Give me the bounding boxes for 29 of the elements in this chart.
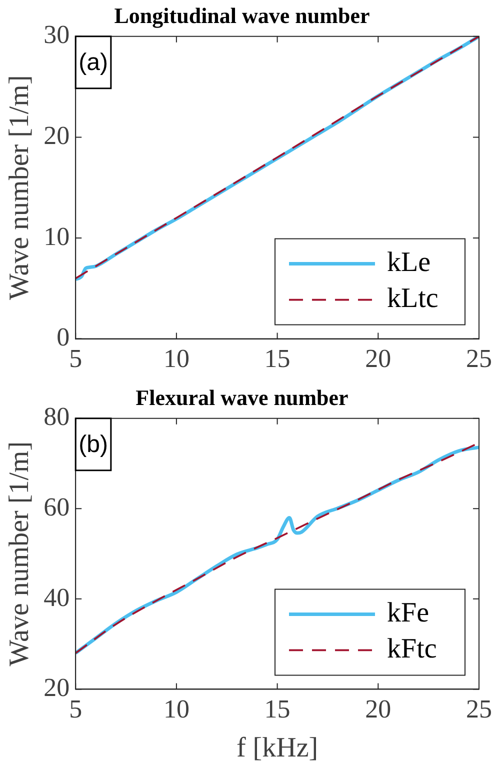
chart-title: Longitudinal wave number bbox=[114, 2, 370, 28]
y-tick-label: 40 bbox=[44, 582, 70, 612]
y-tick-label: 20 bbox=[44, 673, 70, 702]
y-axis-title: Wave number [1/m] bbox=[4, 441, 36, 666]
legend-label: kFe bbox=[387, 598, 429, 629]
x-tick-label: 25 bbox=[466, 694, 492, 724]
annotation: (b) bbox=[78, 431, 108, 458]
y-tick-label: 60 bbox=[44, 492, 70, 522]
chart-title: Flexural wave number bbox=[136, 384, 349, 410]
x-tick-label: 5 bbox=[69, 344, 82, 374]
x-tick-label: 15 bbox=[264, 344, 290, 374]
x-tick-label: 10 bbox=[163, 694, 190, 724]
annotation: (a) bbox=[78, 49, 108, 76]
x-axis-title: f [kHz] bbox=[236, 732, 318, 764]
legend-label: kLe bbox=[387, 247, 431, 278]
y-tick-label: 80 bbox=[44, 402, 70, 432]
x-tick-label: 20 bbox=[365, 344, 392, 374]
x-tick-label: 5 bbox=[69, 694, 82, 724]
legend-label: kLtc bbox=[387, 283, 438, 314]
y-axis-title: Wave number [1/m] bbox=[4, 75, 36, 300]
legend-label: kFtc bbox=[387, 634, 437, 665]
y-tick-label: 10 bbox=[44, 222, 70, 251]
x-tick-label: 10 bbox=[163, 344, 190, 374]
y-tick-label: 0 bbox=[56, 322, 70, 352]
y-tick-label: 20 bbox=[44, 121, 70, 150]
y-tick-label: 30 bbox=[44, 20, 70, 50]
x-tick-label: 15 bbox=[264, 694, 290, 724]
x-tick-label: 20 bbox=[365, 694, 392, 724]
x-tick-label: 25 bbox=[466, 344, 492, 374]
